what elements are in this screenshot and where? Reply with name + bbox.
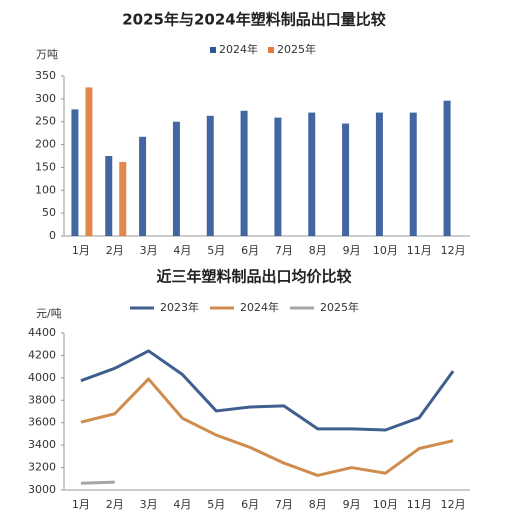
bar [342, 123, 350, 236]
x-tick-label: 12月 [441, 244, 466, 257]
x-tick-label: 9月 [343, 498, 361, 511]
bar [240, 110, 248, 236]
bar [71, 109, 79, 236]
y-tick-label: 3400 [28, 438, 56, 451]
x-tick-label: 7月 [275, 244, 293, 257]
line [80, 377, 454, 477]
x-tick-label: 6月 [241, 244, 259, 257]
y-tick-label: 0 [49, 229, 56, 242]
line [80, 480, 115, 485]
y-tick-label: 200 [35, 138, 56, 151]
bar [409, 112, 417, 236]
y-tick-label: 350 [35, 69, 56, 82]
x-tick-label: 8月 [309, 244, 327, 257]
chart-title: 近三年塑料制品出口均价比较 [156, 268, 351, 286]
x-tick-label: 8月 [309, 498, 327, 511]
x-tick-label: 10月 [373, 244, 398, 257]
bar [206, 115, 214, 236]
bar [274, 117, 282, 236]
y-tick-label: 50 [42, 206, 56, 219]
x-tick-label: 12月 [441, 498, 466, 511]
y-tick-label: 150 [35, 160, 56, 173]
x-tick-label: 1月 [72, 498, 90, 511]
legend-label: 2023年 [160, 300, 199, 314]
y-tick-label: 4000 [28, 371, 56, 384]
x-tick-label: 4月 [173, 244, 191, 257]
bar [139, 136, 147, 236]
legend-label: 2025年 [320, 300, 359, 314]
legend-swatch [210, 47, 216, 53]
y-tick-label: 250 [35, 115, 56, 128]
bar [85, 87, 93, 236]
x-tick-label: 11月 [407, 498, 432, 511]
y-tick-label: 4400 [28, 326, 56, 339]
chart-title: 2025年与2024年塑料制品出口量比较 [122, 11, 386, 29]
bar [105, 156, 113, 236]
x-tick-label: 6月 [241, 498, 259, 511]
y-axis-label: 元/吨 [36, 307, 62, 320]
x-tick-label: 5月 [207, 498, 225, 511]
x-tick-label: 9月 [343, 244, 361, 257]
x-tick-label: 3月 [140, 498, 158, 511]
x-tick-label: 2月 [106, 498, 124, 511]
line [80, 349, 455, 432]
y-tick-label: 3800 [28, 393, 56, 406]
bar [375, 112, 383, 236]
y-tick-label: 3600 [28, 416, 56, 429]
legend-label: 2024年 [219, 42, 258, 56]
legend-label: 2024年 [240, 300, 279, 314]
x-tick-label: 5月 [207, 244, 225, 257]
bar [119, 161, 127, 236]
x-tick-label: 7月 [275, 498, 293, 511]
bar [308, 112, 316, 236]
x-tick-label: 2月 [106, 244, 124, 257]
x-tick-label: 11月 [407, 244, 432, 257]
y-tick-label: 3000 [28, 483, 56, 496]
bar [443, 100, 451, 236]
x-tick-label: 4月 [173, 498, 191, 511]
y-tick-label: 3200 [28, 461, 56, 474]
y-axis-label: 万吨 [36, 48, 58, 61]
legend-swatch [268, 47, 274, 53]
y-tick-label: 4200 [28, 348, 56, 361]
y-tick-label: 300 [35, 92, 56, 105]
x-tick-label: 1月 [72, 244, 90, 257]
bar [172, 121, 180, 236]
legend-label: 2025年 [277, 42, 316, 56]
y-tick-label: 100 [35, 183, 56, 196]
x-tick-label: 3月 [140, 244, 158, 257]
x-tick-label: 10月 [373, 498, 398, 511]
